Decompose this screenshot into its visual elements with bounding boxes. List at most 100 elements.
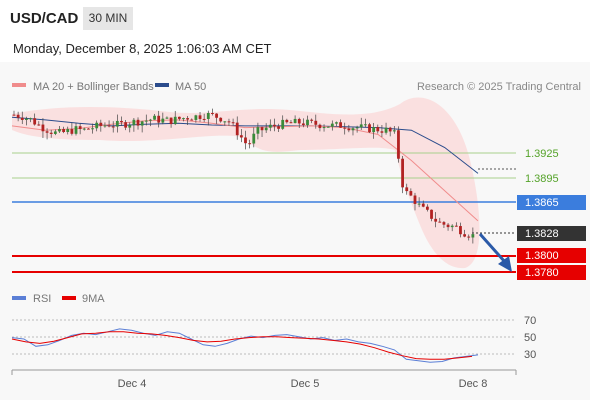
- rsi-legend-swatch: [12, 296, 26, 300]
- candle-bullish: [268, 124, 272, 128]
- x-tick-dec8: Dec 8: [459, 378, 488, 390]
- candle-bearish: [314, 120, 318, 125]
- timeframe-button[interactable]: 30 MIN: [83, 7, 133, 30]
- level-tag-6: [517, 265, 586, 280]
- rsi-tick-70: 70: [524, 315, 536, 327]
- candle-bearish: [376, 127, 380, 132]
- x-tick-dec5: Dec 5: [291, 378, 320, 390]
- candle-bullish: [53, 131, 57, 134]
- candle-bearish: [49, 132, 53, 134]
- candle-bearish: [177, 116, 181, 119]
- rsi-tick-50: 50: [524, 332, 536, 344]
- candle-bearish: [397, 130, 400, 159]
- candle-bearish: [380, 131, 384, 133]
- ma50-legend-swatch: [155, 83, 169, 87]
- candle-bearish: [169, 117, 173, 125]
- ma9-legend-swatch: [62, 296, 76, 300]
- candle-bearish: [235, 122, 239, 136]
- level-label-3: 1.3865: [525, 197, 559, 209]
- candle-bullish: [392, 130, 396, 132]
- candle-bullish: [140, 121, 144, 126]
- current-price-tag: [517, 226, 586, 241]
- candle-bullish: [132, 119, 136, 126]
- candle-bearish: [260, 127, 264, 131]
- candle-bearish: [219, 117, 223, 122]
- candle-bearish: [20, 117, 24, 120]
- candle-bearish: [438, 221, 442, 223]
- candle-bearish: [87, 128, 90, 130]
- bollinger-band: [12, 97, 480, 269]
- candle-bullish: [149, 119, 152, 121]
- candle-bullish: [281, 119, 285, 129]
- candlestick-series: [12, 108, 475, 244]
- candle-bearish: [111, 126, 115, 128]
- candle-bullish: [115, 120, 119, 127]
- candle-bearish: [16, 114, 20, 118]
- candle-bearish: [12, 114, 16, 116]
- candle-bearish: [62, 129, 66, 133]
- candle-bullish: [95, 122, 99, 129]
- candle-bearish: [78, 126, 82, 130]
- rsi-legend-label: RSI: [33, 293, 51, 305]
- candle-bullish: [363, 124, 367, 126]
- candle-bearish: [405, 187, 409, 192]
- current-price-label: 1.3828: [525, 228, 559, 240]
- level-label-5: 1.3800: [525, 250, 559, 262]
- candle-bullish: [173, 116, 177, 125]
- candle-bearish: [463, 234, 466, 237]
- candle-bullish: [153, 115, 156, 120]
- candle-bearish: [33, 118, 37, 125]
- candle-bearish: [107, 125, 111, 127]
- candle-bearish: [239, 135, 243, 138]
- candle-bearish: [401, 158, 404, 188]
- candle-bullish: [82, 128, 86, 130]
- candle-bearish: [442, 222, 446, 225]
- candle-bearish: [124, 122, 128, 128]
- ma20-line: [11, 119, 479, 222]
- level-label-6: 1.3780: [525, 267, 559, 279]
- candle-bullish: [417, 203, 421, 205]
- candle-bullish: [384, 127, 388, 133]
- candle-bullish: [161, 118, 165, 123]
- candle-bearish: [434, 218, 438, 222]
- candle-bullish: [91, 128, 94, 130]
- ma50-line: [11, 116, 479, 174]
- rsi-tick-30: 30: [524, 349, 536, 361]
- level-tag-3: [517, 195, 586, 210]
- candle-bearish: [409, 191, 413, 196]
- candle-bearish: [388, 127, 392, 132]
- candle-bearish: [70, 129, 74, 134]
- candle-bullish: [29, 118, 32, 120]
- ma50-legend-label: MA 50: [175, 81, 206, 93]
- candle-bearish: [120, 120, 123, 123]
- candle-bullish: [322, 127, 326, 129]
- candle-bearish: [421, 203, 425, 207]
- ma20-legend-label: MA 20 + Bollinger Bands: [33, 81, 154, 93]
- candle-bearish: [310, 119, 314, 121]
- forecast-arrowhead: [498, 256, 512, 272]
- candle-bearish: [227, 121, 231, 123]
- candle-bullish: [206, 113, 210, 119]
- candle-bullish: [223, 121, 227, 123]
- candle-bullish: [293, 118, 297, 124]
- candle-bearish: [136, 119, 140, 126]
- candle-bullish: [25, 118, 28, 120]
- candle-bearish: [301, 123, 305, 126]
- symbol-title: USD/CAD: [10, 10, 79, 27]
- candle-bullish: [194, 115, 198, 120]
- header-bar: USD/CAD 30 MIN: [0, 0, 590, 36]
- candle-bullish: [471, 234, 475, 238]
- candle-bullish: [359, 124, 363, 128]
- candle-bullish: [326, 126, 330, 128]
- candle-bullish: [355, 127, 359, 129]
- candle-bearish: [285, 119, 289, 123]
- candle-bearish: [231, 122, 235, 124]
- candle-bullish: [182, 118, 185, 120]
- candle-bearish: [99, 122, 103, 126]
- candle-bearish: [446, 224, 450, 228]
- candle-bearish: [277, 126, 280, 129]
- candle-bearish: [37, 124, 41, 126]
- candle-bullish: [66, 129, 70, 133]
- candle-bearish: [211, 113, 214, 115]
